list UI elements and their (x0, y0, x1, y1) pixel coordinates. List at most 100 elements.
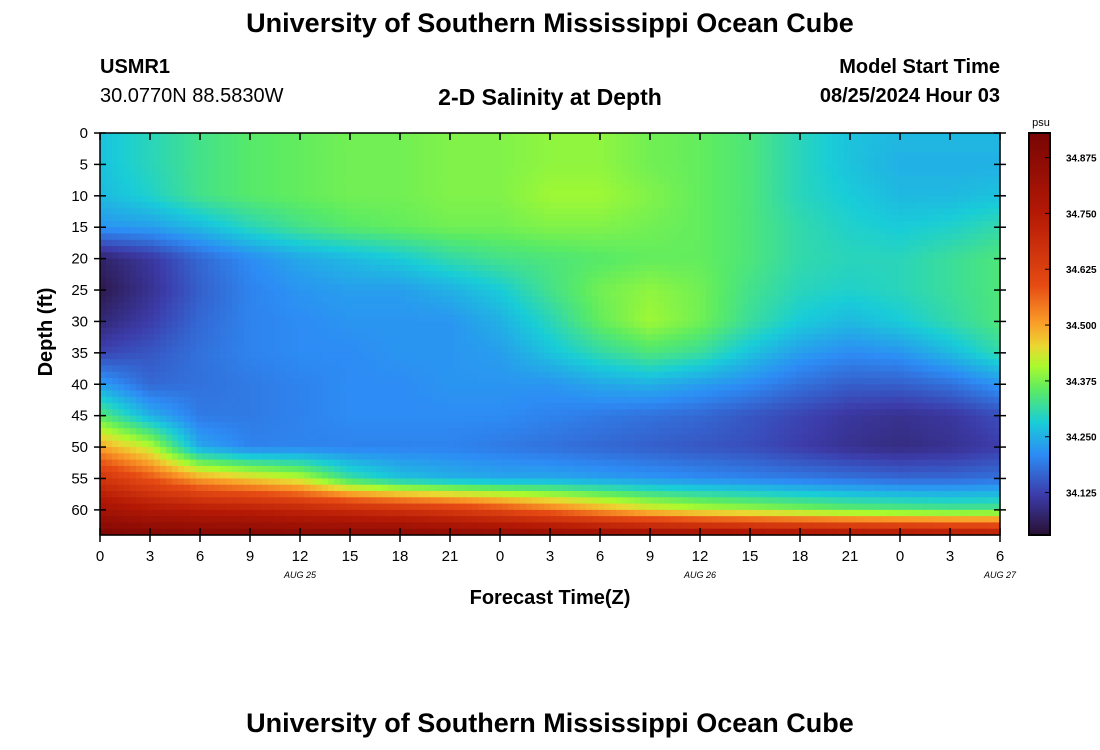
heatmap-cell (364, 214, 371, 222)
heatmap-cell (274, 308, 281, 316)
heatmap-cell (742, 327, 749, 335)
heatmap-cell (118, 208, 125, 216)
heatmap-cell (496, 277, 503, 285)
heatmap-cell (472, 233, 479, 241)
heatmap-cell (652, 258, 659, 266)
heatmap-cell (742, 315, 749, 323)
heatmap-cell (112, 170, 119, 178)
heatmap-cell (976, 208, 983, 216)
heatmap-cell (610, 302, 617, 310)
heatmap-cell (946, 202, 953, 209)
heatmap-cell (484, 283, 491, 291)
heatmap-cell (244, 334, 251, 341)
heatmap-cell (172, 151, 179, 159)
heatmap-cell (232, 183, 239, 191)
heatmap-cell (562, 227, 569, 235)
heatmap-cell (994, 290, 1001, 297)
heatmap-cell (994, 315, 1001, 323)
heatmap-cell (778, 158, 785, 166)
heatmap-cell (676, 195, 683, 203)
heatmap-cell (736, 183, 743, 191)
heatmap-cell (436, 327, 443, 335)
heatmap-cell (148, 176, 155, 184)
heatmap-cell (478, 208, 485, 216)
heatmap-cell (346, 334, 353, 341)
heatmap-cell (928, 315, 935, 323)
heatmap-cell (514, 264, 521, 272)
heatmap-cell (196, 176, 203, 184)
heatmap-cell (292, 233, 299, 241)
heatmap-cell (100, 164, 107, 172)
heatmap-cell (226, 290, 233, 297)
heatmap-cell (382, 239, 389, 247)
heatmap-cell (688, 227, 695, 235)
heatmap-cell (466, 214, 473, 222)
heatmap-cell (424, 183, 431, 191)
heatmap-cell (778, 277, 785, 285)
heatmap-cell (400, 239, 407, 247)
heatmap-cell (448, 334, 455, 341)
heatmap-cell (388, 195, 395, 203)
heatmap-cell (964, 176, 971, 184)
heatmap-cell (646, 252, 653, 260)
heatmap-cell (718, 189, 725, 197)
heatmap-cell (208, 133, 215, 140)
heatmap-cell (412, 214, 419, 222)
heatmap-cell (124, 246, 131, 253)
heatmap-cell (634, 258, 641, 266)
heatmap-cell (598, 220, 605, 228)
heatmap-cell (880, 334, 887, 341)
heatmap-cell (790, 202, 797, 209)
heatmap-cell (952, 170, 959, 178)
heatmap-cell (190, 170, 197, 178)
heatmap-cell (976, 202, 983, 209)
heatmap-cell (796, 195, 803, 203)
heatmap-cell (460, 145, 467, 153)
heatmap-cell (748, 189, 755, 197)
heatmap-cell (772, 133, 779, 140)
heatmap-cell (148, 334, 155, 341)
heatmap-cell (904, 252, 911, 260)
heatmap-cell (574, 195, 581, 203)
heatmap-cell (202, 315, 209, 323)
heatmap-cell (928, 208, 935, 216)
heatmap-cell (370, 239, 377, 247)
heatmap-cell (466, 220, 473, 228)
heatmap-cell (748, 195, 755, 203)
heatmap-cell (220, 208, 227, 216)
heatmap-cell (142, 302, 149, 310)
heatmap-cell (670, 164, 677, 172)
heatmap-cell (952, 302, 959, 310)
heatmap-cell (214, 252, 221, 260)
heatmap-cell (184, 164, 191, 172)
heatmap-cell (274, 233, 281, 241)
heatmap-cell (526, 315, 533, 323)
heatmap-cell (424, 277, 431, 285)
heatmap-cell (604, 220, 611, 228)
heatmap-cell (652, 208, 659, 216)
heatmap-cell (100, 308, 107, 316)
heatmap-cell (622, 239, 629, 247)
heatmap-cell (364, 315, 371, 323)
heatmap-cell (484, 170, 491, 178)
heatmap-cell (142, 264, 149, 272)
heatmap-cell (400, 189, 407, 197)
heatmap-cell (340, 139, 347, 147)
heatmap-cell (760, 227, 767, 235)
heatmap-cell (148, 252, 155, 260)
heatmap-cell (352, 271, 359, 279)
heatmap-cell (292, 315, 299, 323)
heatmap-cell (994, 277, 1001, 285)
heatmap-cell (574, 334, 581, 341)
heatmap-cell (112, 252, 119, 260)
heatmap-cell (250, 340, 257, 348)
heatmap-cell (352, 277, 359, 285)
heatmap-cell (580, 189, 587, 197)
heatmap-cell (310, 170, 317, 178)
heatmap-cell (520, 334, 527, 341)
heatmap-cell (460, 195, 467, 203)
heatmap-cell (886, 252, 893, 260)
heatmap-cell (616, 214, 623, 222)
heatmap-cell (412, 158, 419, 166)
heatmap-cell (904, 321, 911, 329)
